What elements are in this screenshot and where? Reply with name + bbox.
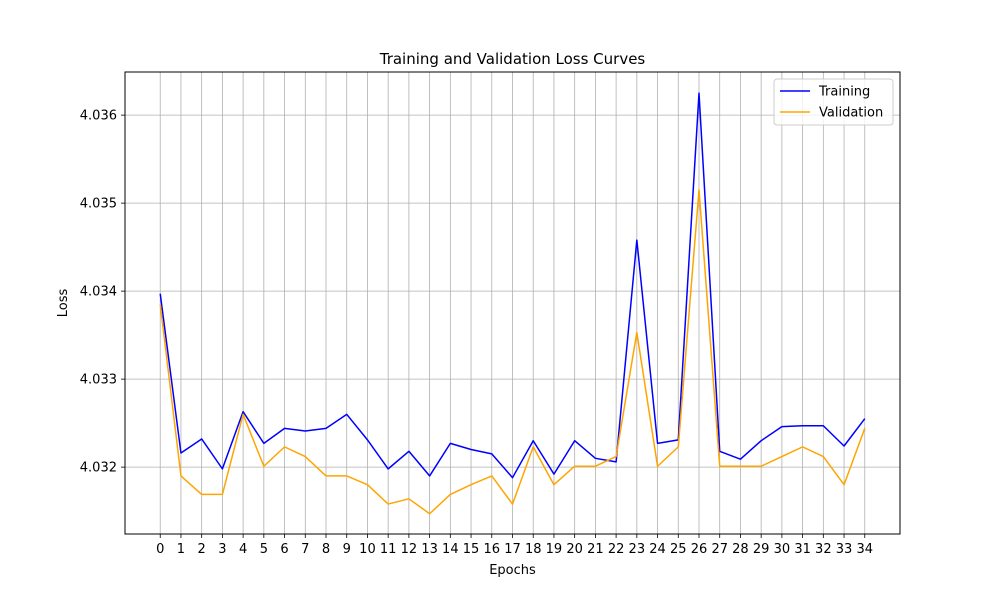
x-tick-label: 23 (629, 542, 646, 557)
series-line-validation (159, 189, 866, 515)
y-axis-ticks: 4.032 4.033 4.034 4.035 4.036 (80, 109, 125, 476)
x-tick-label: 0 (156, 542, 164, 557)
x-tick-label: 14 (442, 542, 459, 557)
x-tick-label: 22 (608, 542, 625, 557)
x-tick-label: 8 (322, 542, 330, 557)
x-tick-label: 13 (421, 542, 438, 557)
x-tick-label: 9 (343, 542, 351, 557)
x-tick-label: 16 (484, 542, 501, 557)
x-tick-label: 10 (359, 542, 376, 557)
x-tick-label: 4 (239, 542, 247, 557)
x-tick-label: 19 (546, 542, 563, 557)
x-tick-label: 32 (815, 542, 832, 557)
legend-label-validation: Validation (819, 106, 883, 121)
x-tick-label: 25 (670, 542, 687, 557)
y-tick-label: 4.033 (80, 373, 117, 388)
x-tick-label: 1 (177, 542, 185, 557)
x-tick-label: 30 (774, 542, 791, 557)
x-tick-label: 33 (836, 542, 853, 557)
x-tick-label: 12 (401, 542, 418, 557)
legend-label-training: Training (818, 85, 870, 100)
x-tick-label: 31 (794, 542, 811, 557)
series-line-training (159, 92, 866, 479)
x-tick-label: 6 (280, 542, 288, 557)
x-tick-label: 3 (218, 542, 226, 557)
grid (125, 72, 900, 534)
y-axis-label: Loss (56, 289, 71, 318)
y-tick-label: 4.032 (80, 461, 117, 476)
x-tick-label: 21 (587, 542, 604, 557)
x-axis-ticks: 0 1 2 3 4 5 6 7 8 9 10 11 12 13 14 15 16 17 18 19 20 21 22 23 24… (156, 534, 873, 557)
x-tick-label: 5 (260, 542, 268, 557)
x-tick-label: 27 (711, 542, 728, 557)
x-axis-label: Epochs (489, 563, 536, 578)
x-tick-label: 24 (649, 542, 666, 557)
x-tick-label: 28 (732, 542, 749, 557)
x-tick-label: 11 (380, 542, 397, 557)
x-tick-label: 7 (301, 542, 309, 557)
chart-title: Training and Validation Loss Curves (379, 50, 646, 68)
y-tick-label: 4.034 (80, 285, 117, 300)
x-tick-label: 2 (198, 542, 206, 557)
x-tick-label: 34 (856, 542, 873, 557)
x-tick-label: 18 (525, 542, 542, 557)
x-tick-label: 26 (691, 542, 708, 557)
legend: Training Validation (773, 78, 894, 126)
y-tick-label: 4.035 (80, 197, 117, 212)
series-lines (159, 92, 866, 515)
y-tick-label: 4.036 (80, 109, 117, 124)
x-tick-label: 20 (566, 542, 583, 557)
x-tick-label: 17 (504, 542, 521, 557)
x-tick-label: 15 (463, 542, 480, 557)
x-tick-label: 29 (753, 542, 770, 557)
